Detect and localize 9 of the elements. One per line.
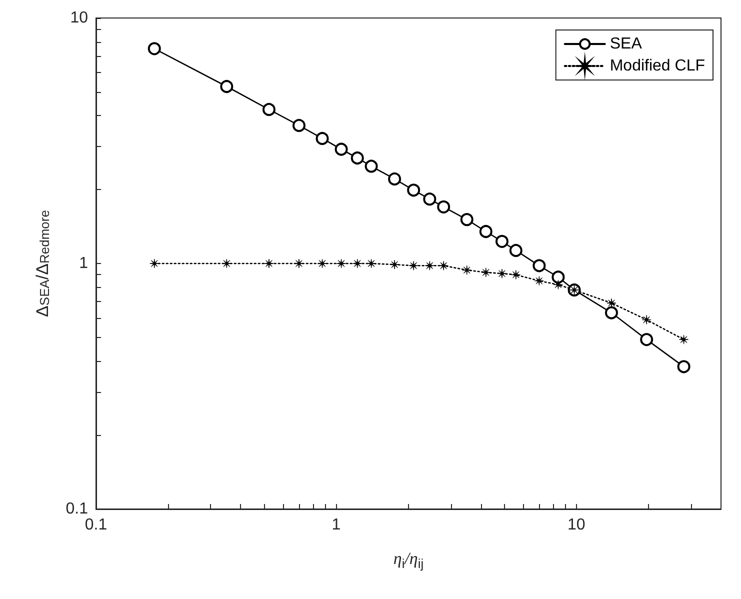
legend-label: SEA (610, 36, 642, 52)
x-tick-label: 1 (332, 516, 341, 534)
legend-label: Modified CLF (610, 58, 706, 74)
x-tick-label: 10 (567, 516, 586, 534)
y-tick-label: 0.1 (66, 500, 88, 518)
x-tick-label: 0.1 (84, 516, 108, 534)
y-tick-label: 1 (79, 255, 88, 272)
y-tick-label: 10 (70, 10, 88, 26)
y-axis-title: ΔSEA/ΔRedmore (33, 210, 52, 317)
